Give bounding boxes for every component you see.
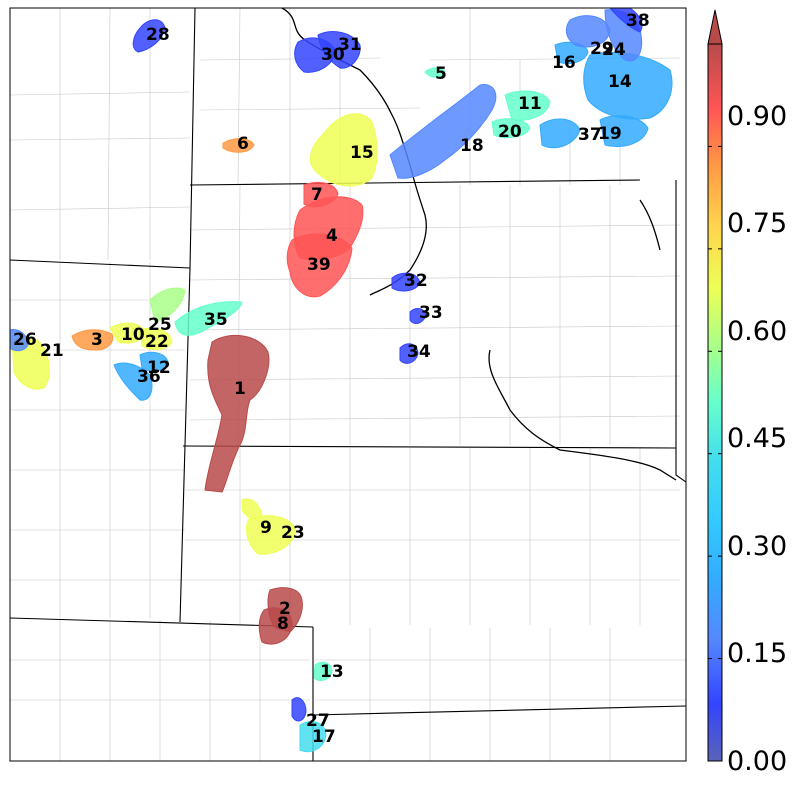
region-polygon-16 xyxy=(554,41,589,65)
region-polygon-35 xyxy=(174,301,243,336)
region-polygon-19 xyxy=(599,115,649,147)
region-polygon-22 xyxy=(139,327,173,350)
region-label: 4 xyxy=(326,226,338,246)
region-label: 17 xyxy=(312,727,336,747)
colorbar-tick-label: 0.15 xyxy=(727,638,787,669)
region-polygon-31 xyxy=(317,31,361,69)
region-label: 1 xyxy=(234,379,246,399)
region-label: 33 xyxy=(419,303,443,323)
region-label: 28 xyxy=(146,25,170,45)
colorbar-tick-label: 0.30 xyxy=(727,531,787,562)
region-label: 5 xyxy=(435,64,447,84)
region-label: 7 xyxy=(311,185,323,205)
region-label: 31 xyxy=(338,35,362,55)
colorbar-scale xyxy=(707,43,723,762)
colorbar-extend-arrow xyxy=(707,9,723,45)
region-polygon-27 xyxy=(291,697,307,722)
region-polygon-39 xyxy=(286,233,353,298)
region-labels: 1 2 3 4 5 6 7 8 9 10 11 12 13 14 15 16 1… xyxy=(13,11,650,747)
region-polygon-1 xyxy=(204,334,270,493)
region-label: 35 xyxy=(204,310,228,330)
region-label: 25 xyxy=(148,315,172,335)
region-polygon-36 xyxy=(113,362,153,401)
region-label: 19 xyxy=(598,124,622,144)
region-label: 6 xyxy=(237,134,249,154)
region-label: 34 xyxy=(407,342,431,362)
region-polygon-7 xyxy=(303,181,339,208)
region-label: 26 xyxy=(13,330,37,350)
region-label: 29 xyxy=(590,39,614,59)
region-label: 16 xyxy=(552,53,576,73)
region-polygon-3 xyxy=(71,329,114,351)
region-polygon-25 xyxy=(149,287,186,323)
region-label: 32 xyxy=(404,271,428,291)
region-label: 30 xyxy=(321,45,345,65)
region-label: 14 xyxy=(608,72,632,92)
region-label: 12 xyxy=(147,358,171,378)
region-label: 21 xyxy=(40,341,64,361)
region-polygon-13 xyxy=(313,661,333,681)
region-polygon-11 xyxy=(504,90,551,121)
region-label: 39 xyxy=(307,255,331,275)
region-polygon-15 xyxy=(310,113,378,187)
region-label: 15 xyxy=(350,143,374,163)
region-polygon-20 xyxy=(491,118,531,139)
colorbar: 0.00 0.15 0.30 0.45 0.60 0.75 0.90 xyxy=(707,9,787,777)
region-polygon-6 xyxy=(222,138,255,153)
colorbar-tick-label: 0.45 xyxy=(727,423,787,454)
colorbar-tick-label: 0.90 xyxy=(727,101,787,132)
region-label: 18 xyxy=(460,136,484,156)
region-polygon-23 xyxy=(245,515,297,555)
region-polygon-17 xyxy=(299,721,327,753)
region-label: 22 xyxy=(145,332,169,352)
region-polygon-26 xyxy=(9,329,29,352)
region-label: 2 xyxy=(279,599,291,619)
region-label: 3 xyxy=(91,330,103,350)
region-polygon-34 xyxy=(399,343,419,364)
region-label: 8 xyxy=(277,614,289,634)
region-label: 9 xyxy=(260,518,272,538)
region-polygon-18 xyxy=(389,84,497,179)
colorbar-ticks xyxy=(708,145,722,762)
region-label: 11 xyxy=(518,94,542,114)
region-polygon-5 xyxy=(424,67,446,78)
region-polygon-33 xyxy=(409,308,427,324)
region-label: 27 xyxy=(306,711,330,731)
region-polygon-37 xyxy=(539,118,581,149)
region-polygon-9 xyxy=(241,498,263,520)
colorbar-tick-label: 0.75 xyxy=(727,208,787,239)
region-polygon-8 xyxy=(258,607,293,645)
map-frame xyxy=(9,7,687,762)
region-polygon-12 xyxy=(139,351,169,372)
colorbar-tick-label: 0.00 xyxy=(727,746,787,777)
region-label: 38 xyxy=(626,11,650,31)
region-label: 13 xyxy=(320,662,344,682)
colorbar-tick-label: 0.60 xyxy=(727,316,787,347)
region-polygon-14 xyxy=(583,51,673,120)
region-polygon-29 xyxy=(565,15,611,48)
region-label: 37 xyxy=(578,125,602,145)
region-polygon-38 xyxy=(608,7,643,33)
region-label: 20 xyxy=(498,122,522,142)
probability-regions xyxy=(9,7,673,753)
region-label: 24 xyxy=(602,40,626,60)
region-label: 10 xyxy=(121,325,145,345)
colorbar-tick-labels: 0.00 0.15 0.30 0.45 0.60 0.75 0.90 xyxy=(727,101,787,777)
region-polygon-28 xyxy=(132,19,166,53)
region-polygon-32 xyxy=(391,272,421,292)
region-label: 23 xyxy=(281,523,305,543)
region-label: 36 xyxy=(137,367,161,387)
